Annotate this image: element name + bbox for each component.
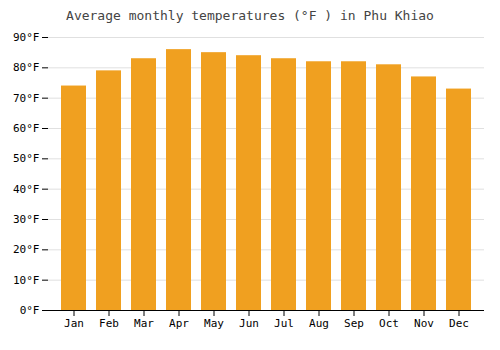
- svg-text:May: May: [204, 317, 224, 330]
- svg-text:Jun: Jun: [239, 317, 259, 330]
- html-text:Average monthly temperatures (: Average monthly temperatures (°F ) in Ph…: [66, 8, 434, 23]
- svg-text:40°F: 40°F: [13, 183, 40, 196]
- svg-text:Apr: Apr: [169, 317, 189, 330]
- svg-text:0°F: 0°F: [20, 304, 40, 317]
- svg-text:Dec: Dec: [449, 317, 469, 330]
- svg-text:60°F: 60°F: [13, 122, 40, 135]
- svg-text:Jan: Jan: [64, 317, 84, 330]
- svg-text:90°F: 90°F: [13, 31, 40, 44]
- svg-text:Nov: Nov: [414, 317, 434, 330]
- svg-text:Oct: Oct: [379, 317, 399, 330]
- svg-text:50°F: 50°F: [13, 152, 40, 165]
- svg-text:80°F: 80°F: [13, 61, 40, 74]
- svg-text:Aug: Aug: [309, 317, 329, 330]
- svg-text:20°F: 20°F: [13, 243, 40, 256]
- svg-text:Mar: Mar: [134, 317, 154, 330]
- svg-text:10°F: 10°F: [13, 274, 40, 287]
- svg-text:Jul: Jul: [274, 317, 294, 330]
- svg-text:Feb: Feb: [99, 317, 119, 330]
- svg-text:30°F: 30°F: [13, 213, 40, 226]
- svg-text:Sep: Sep: [344, 317, 364, 330]
- svg-text:70°F: 70°F: [13, 92, 40, 105]
